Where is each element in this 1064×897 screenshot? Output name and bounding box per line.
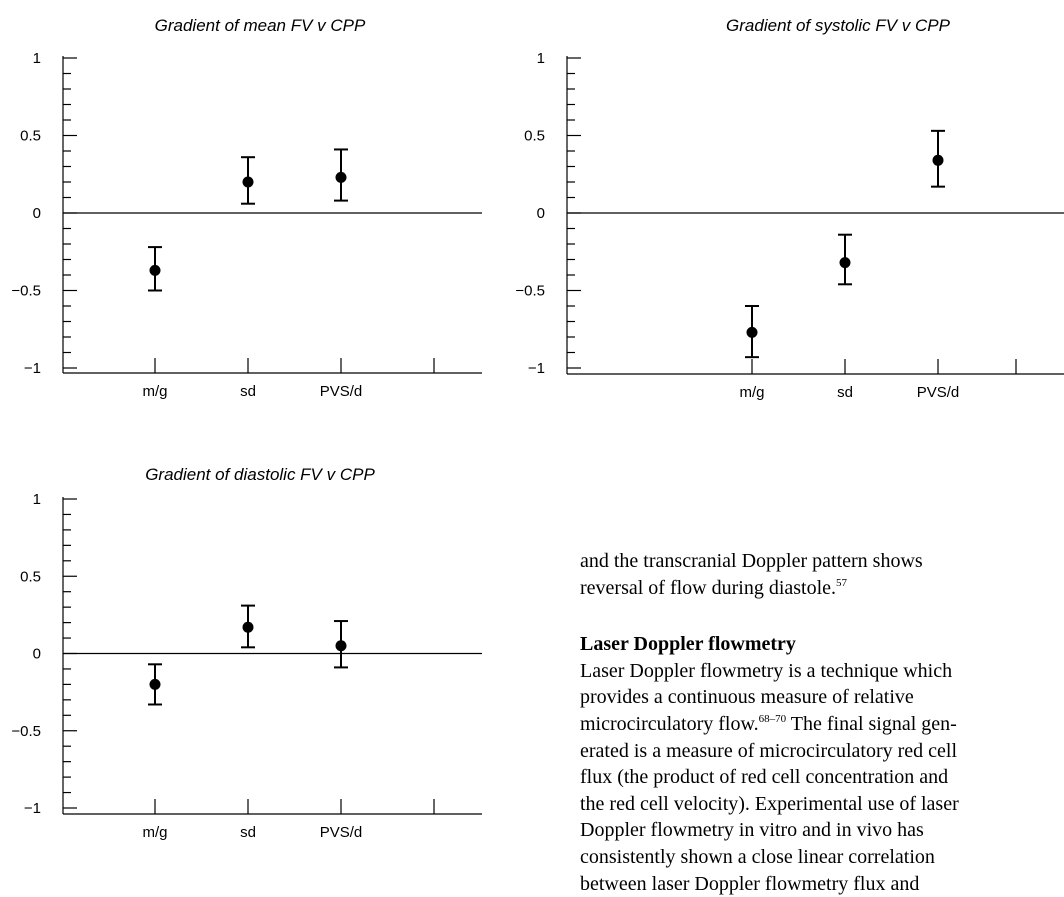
y-tick-label: 1 <box>33 50 41 67</box>
y-tick-label: −1 <box>24 360 41 377</box>
paragraph-2: Laser Doppler flowmetry is a technique w… <box>580 658 1064 897</box>
chart-mean-fv-plot: Gradient of mean FV v CPP 1 0.5 0 −0.5 −1 m/g s… <box>11 16 482 400</box>
para2-line-1: Laser Doppler flowmetry is a technique w… <box>580 659 953 682</box>
x-tick-label: sd <box>837 384 853 401</box>
para2-line-3a: microcirculatory flow. <box>580 712 759 735</box>
x-tick-label: m/g <box>142 824 167 841</box>
para2-line-9: between laser Doppler flowmetry flux and <box>580 872 920 895</box>
data-point-pvs-d <box>335 171 347 183</box>
reference-68-70: 68–70 <box>758 712 787 725</box>
y-tick-label: 0 <box>33 205 41 222</box>
y-tick-label: −1 <box>24 800 41 817</box>
para1-line-1: and the transcranial Doppler pattern sho… <box>580 550 923 572</box>
y-tick-label: 1 <box>537 50 545 67</box>
data-point-sd <box>839 257 851 269</box>
data-point-pvs-d <box>335 640 347 652</box>
chart-systolic-fv: Gradient of systolic FV v CPP 1 0.5 0 −0.5 −1… <box>504 0 1064 430</box>
para2-line-8: consistently shown a close linear correl… <box>580 845 935 868</box>
x-tick-label: m/g <box>142 383 167 400</box>
y-tick-label: −1 <box>528 360 545 377</box>
y-tick-label: 0.5 <box>524 128 545 145</box>
chart-title: Gradient of diastolic FV v CPP <box>145 465 375 484</box>
para2-line-7: Doppler flowmetry in vitro and in vivo h… <box>580 819 924 842</box>
x-tick-label: PVS/d <box>320 824 363 841</box>
y-tick-label: 0.5 <box>20 568 41 585</box>
article-body-text: and the transcranial Doppler pattern sho… <box>580 548 1064 897</box>
para2-line-4: erated is a measure of microcirculatory … <box>580 739 958 762</box>
chart-systolic-fv-plot: Gradient of systolic FV v CPP 1 0.5 0 −0.5 −1… <box>515 16 1064 401</box>
para2-line-5: flux (the product of red cell concentrat… <box>580 766 949 789</box>
y-tick-label: −0.5 <box>11 283 41 300</box>
y-tick-label: 0.5 <box>20 128 41 145</box>
chart-mean-fv: Gradient of mean FV v CPP 1 0.5 0 −0.5 −1 m/g s… <box>0 0 560 430</box>
data-point-m-g <box>149 264 161 276</box>
reference-57: 57 <box>836 576 848 589</box>
data-point-pvs-d <box>932 154 944 166</box>
data-point-sd <box>242 621 254 633</box>
data-point-m-g <box>746 326 758 338</box>
y-tick-label: −0.5 <box>515 283 545 300</box>
section-heading: Laser Doppler flowmetry <box>580 633 796 656</box>
y-tick-label: −0.5 <box>11 723 41 740</box>
chart-diastolic-fv: Gradient of diastolic FV v CPP 1 0.5 0 −0.5 −… <box>0 449 560 879</box>
x-tick-label: sd <box>240 824 256 841</box>
para2-line-6: the red cell velocity). Experimental use… <box>580 792 959 815</box>
chart-title: Gradient of systolic FV v CPP <box>726 16 951 35</box>
data-point-sd <box>242 176 254 188</box>
y-tick-label: 0 <box>537 205 545 222</box>
para2-line-3b: The final signal gen- <box>786 712 957 735</box>
y-tick-label: 1 <box>33 491 41 508</box>
x-tick-label: sd <box>240 383 256 400</box>
para2-line-2: provides a continuous measure of relativ… <box>580 686 914 709</box>
chart-diastolic-fv-plot: Gradient of diastolic FV v CPP 1 0.5 0 −0.5 −… <box>11 465 482 841</box>
chart-title: Gradient of mean FV v CPP <box>155 16 366 35</box>
paragraph-1: and the transcranial Doppler pattern sho… <box>580 548 1064 601</box>
data-point-m-g <box>149 678 161 690</box>
x-tick-label: PVS/d <box>320 383 363 400</box>
para1-line-2: reversal of flow during diastole. <box>580 576 837 599</box>
x-tick-label: PVS/d <box>917 384 960 401</box>
x-tick-label: m/g <box>739 384 764 401</box>
y-tick-label: 0 <box>33 646 41 663</box>
